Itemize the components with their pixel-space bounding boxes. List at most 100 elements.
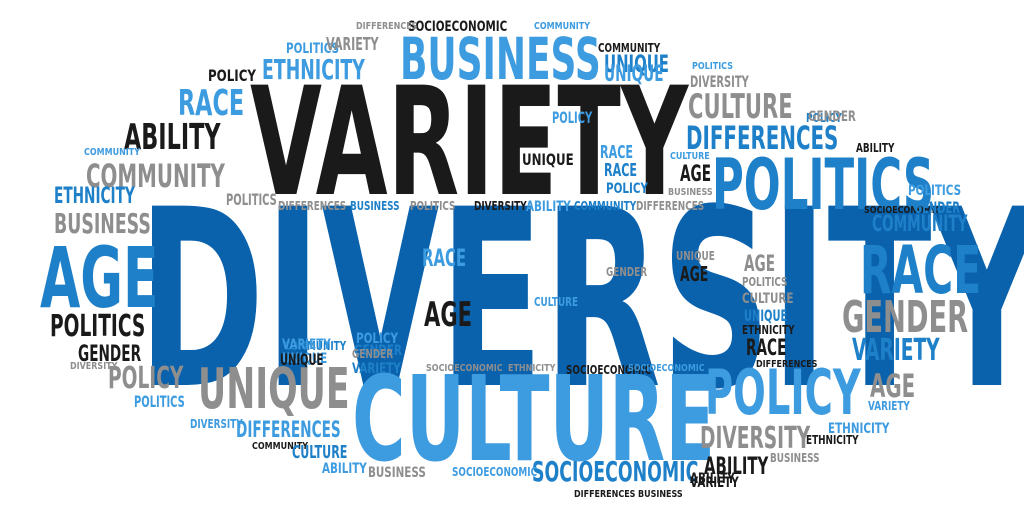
word-diversity-0: DIVERSITY [138, 158, 1024, 444]
word-business-52: BUSINESS [350, 199, 400, 213]
word-race-43: RACE [604, 160, 638, 181]
word-policy-32: POLICY [208, 66, 256, 85]
word-socioeconomic-86: SOCIOECONOMIC [628, 363, 705, 374]
word-ethnicity-24: ETHNICITY [54, 184, 135, 209]
word-politics-88: POLITICS [134, 392, 185, 411]
word-politics-38: POLITICS [692, 61, 733, 72]
word-age-61: AGE [744, 252, 776, 277]
word-socioeconomic-111: SOCIOECONOMIC [864, 205, 941, 216]
word-politics-4: POLITICS [712, 144, 935, 226]
word-community-34: COMMUNITY [534, 21, 591, 32]
word-culture-55: CULTURE [534, 295, 579, 309]
word-differences-35: DIFFERENCES [356, 21, 418, 32]
word-business-27: BUSINESS [54, 207, 151, 240]
word-socioeconomic-33: SOCIOECONOMIC [408, 19, 508, 35]
word-business-70: BUSINESS [770, 451, 820, 465]
word-socioeconomic-71: SOCIOECONOMIC [426, 363, 503, 374]
word-ethnicity-84: ETHNICITY [508, 363, 556, 374]
word-diversity-39: DIVERSITY [690, 72, 749, 91]
word-differences-29: DIFFERENCES [236, 418, 341, 443]
word-differences-50: DIFFERENCES [636, 199, 705, 213]
word-diversity-89: DIVERSITY [190, 417, 243, 431]
word-age-6: AGE [40, 229, 159, 327]
word-culture-2: CULTURE [352, 350, 716, 488]
word-diversity-21: DIVERSITY [700, 421, 811, 456]
word-ethnicity-65: ETHNICITY [742, 323, 795, 337]
word-ability-48: ABILITY [526, 199, 571, 215]
word-policy-77: POLICY [356, 331, 398, 347]
word-politics-115: POLITICS [908, 183, 962, 199]
word-ability-28: ABILITY [704, 452, 769, 480]
word-politics-62: POLITICS [742, 275, 788, 289]
word-policy-107: POLICY [806, 111, 842, 125]
word-culture-14: CULTURE [688, 87, 793, 127]
word-variety-31: VARIETY [326, 34, 379, 55]
word-ability-99: ABILITY [690, 471, 735, 487]
word-unique-37: UNIQUE [604, 62, 664, 87]
word-race-5: RACE [860, 232, 982, 309]
word-differences-11: DIFFERENCES [686, 119, 839, 157]
word-policy-45: POLICY [606, 181, 648, 197]
word-culture-63: CULTURE [742, 291, 794, 307]
word-business-94: BUSINESS [368, 465, 426, 481]
word-race-42: RACE [600, 142, 634, 163]
word-age-57: AGE [680, 262, 709, 286]
word-unique-25: UNIQUE [604, 50, 669, 78]
word-culture-92: CULTURE [292, 442, 348, 463]
word-business-47: BUSINESS [668, 187, 713, 198]
word-differences-97: DIFFERENCES [574, 489, 636, 500]
word-community-10: COMMUNITY [86, 157, 225, 195]
word-ethnicity-102: ETHNICITY [828, 421, 890, 437]
word-age-23: AGE [424, 295, 473, 335]
word-race-58: RACE [422, 244, 467, 272]
word-policy-18: POLICY [108, 361, 184, 396]
word-variety-106: VARIETY [868, 399, 910, 413]
word-ability-12: ABILITY [124, 117, 221, 158]
word-politics-16: POLITICS [50, 309, 146, 344]
word-politics-120: POLITICS [226, 190, 277, 209]
word-socioeconomic-95: SOCIOECONOMIC [452, 465, 538, 479]
word-community-49: COMMUNITY [574, 199, 637, 213]
word-variety-1: VARIETY [250, 56, 689, 230]
word-variety-79: VARIETY [352, 361, 401, 377]
word-policy-7: POLICY [705, 356, 861, 429]
word-business-98: BUSINESS [638, 489, 683, 500]
word-ethnicity-13: ETHNICITY [262, 53, 365, 86]
word-gender-108: GENDER [808, 109, 856, 125]
word-variety-75: VARIETY [282, 337, 331, 353]
word-gender-78: GENDER [352, 347, 394, 361]
word-race-22: RACE [178, 83, 245, 124]
word-differences-67: DIFFERENCES [756, 359, 818, 370]
word-differences-51: DIFFERENCES [278, 199, 347, 213]
word-ethnicity-103: ETHNICITY [806, 433, 859, 447]
word-business-3: BUSINESS [400, 25, 601, 93]
word-age-20: AGE [870, 367, 916, 405]
word-socioeconomic-15: SOCIOECONOMIC [532, 455, 699, 488]
word-ability-114: ABILITY [856, 141, 895, 155]
word-community-119: COMMUNITY [84, 147, 141, 158]
word-community-26: COMMUNITY [872, 212, 968, 237]
word-unique-59: UNIQUE [676, 249, 715, 263]
word-gender-9: GENDER [842, 292, 969, 343]
word-culture-44: CULTURE [670, 151, 710, 162]
word-gender-112: GENDER [914, 198, 960, 217]
word-unique-64: UNIQUE [744, 306, 788, 325]
word-socioeconomic-83: SOCIOECONOMIC [566, 363, 652, 377]
word-unique-8: UNIQUE [198, 357, 350, 422]
word-age-46: AGE [680, 162, 712, 187]
word-variety-19: VARIETY [852, 333, 940, 368]
word-gender-17: GENDER [78, 342, 142, 367]
word-policy-40: POLICY [552, 108, 593, 127]
word-gender-72: GENDER [354, 343, 402, 359]
word-community-73: COMMUNITY [284, 339, 347, 353]
word-politics-53: POLITICS [410, 199, 456, 213]
word-unique-76: UNIQUE [282, 351, 328, 367]
word-diversity-54: DIVERSITY [474, 199, 527, 213]
word-ability-93: ABILITY [322, 461, 367, 477]
word-politics-30: POLITICS [286, 41, 340, 57]
word-gender-56: GENDER [606, 265, 648, 279]
word-unique-41: UNIQUE [522, 150, 574, 169]
word-diversity-80: DIVERSITY [70, 361, 118, 372]
word-variety-101: VARIETY [690, 475, 739, 491]
